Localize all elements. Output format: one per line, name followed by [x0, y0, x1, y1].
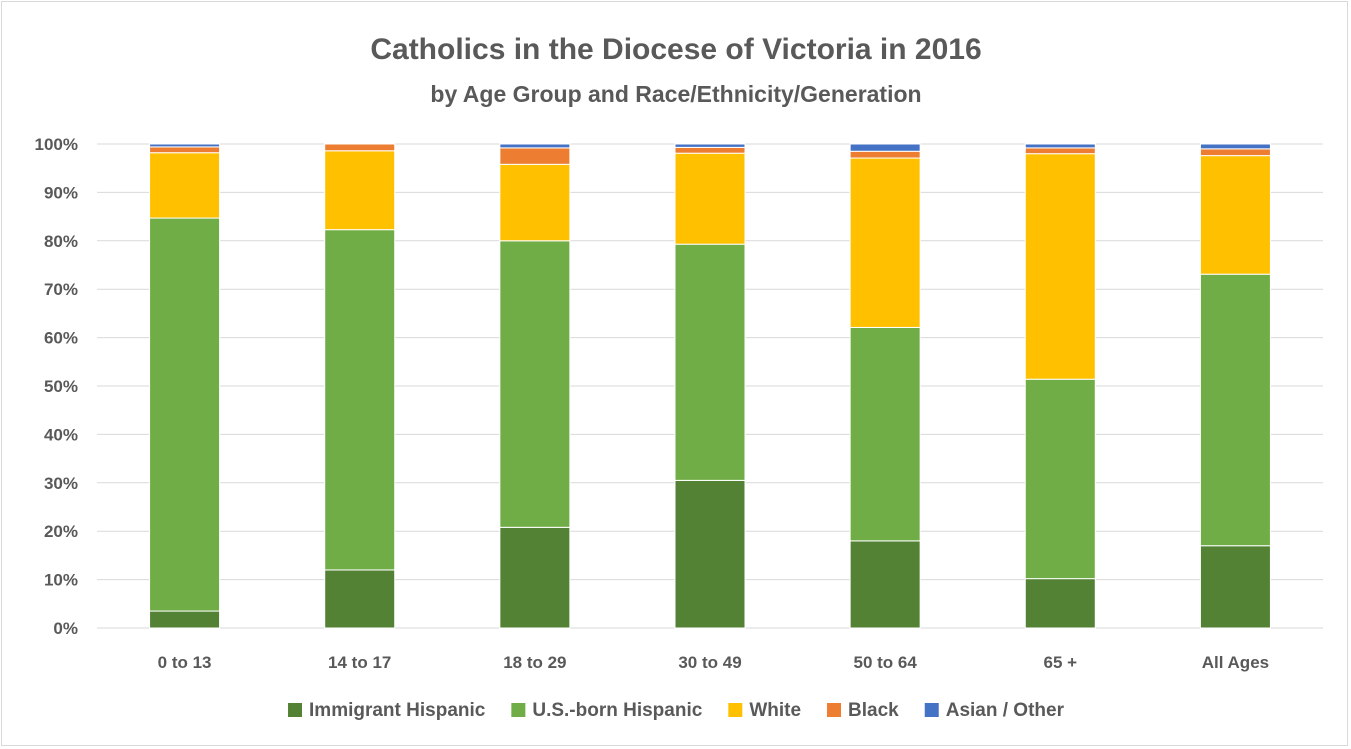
bar-segment [1199, 155, 1271, 275]
legend-label: Immigrant Hispanic [309, 700, 486, 721]
bar-segment [324, 150, 396, 231]
x-axis: 0 to 13 14 to 17 18 to 29 30 to 49 50 to 64 6… [158, 653, 1269, 672]
legend-swatch [728, 703, 743, 717]
bar-segment [849, 143, 921, 152]
bar-segment [849, 157, 921, 328]
legend-swatch [924, 703, 939, 717]
bar-segment [1199, 148, 1271, 157]
bar-segment [149, 217, 221, 612]
legend: Immigrant Hispanic U.S.-born Hispanic Whit… [288, 700, 1065, 721]
bar-segment [149, 143, 221, 148]
bar-segment [149, 152, 221, 219]
bars [149, 143, 1271, 629]
bar-segment [324, 229, 396, 571]
bar-segment [1199, 273, 1271, 547]
bar-segment [1024, 153, 1096, 380]
legend-label: White [749, 700, 801, 721]
bar-segment [499, 240, 571, 528]
y-tick-label: 90% [44, 183, 78, 202]
bar-segment [674, 152, 746, 245]
y-tick-label: 30% [44, 474, 78, 493]
bar-segment [324, 569, 396, 629]
x-tick-label: 18 to 29 [503, 653, 566, 672]
chart-subtitle: by Age Group and Race/Ethnicity/Generati… [430, 81, 921, 107]
legend-label: U.S.-born Hispanic [532, 700, 702, 721]
x-tick-label: 50 to 64 [853, 653, 917, 672]
bar-segment [674, 243, 746, 481]
y-tick-label: 60% [44, 329, 78, 348]
chart-title: Catholics in the Diocese of Victoria in … [370, 33, 981, 66]
bar-segment [499, 147, 571, 165]
bar-segment [1024, 147, 1096, 155]
y-tick-label: 100% [35, 135, 78, 154]
bar-segment [849, 326, 921, 542]
y-tick-label: 50% [44, 377, 78, 396]
y-axis: 0% 10% 20% 30% 40% 50% 60% 70% 80% 90% 100% [35, 135, 78, 638]
y-tick-label: 0% [53, 619, 78, 638]
legend-swatch [827, 703, 842, 717]
bar-segment [149, 146, 221, 154]
bar-segment [1024, 143, 1096, 149]
x-tick-label: 30 to 49 [678, 653, 741, 672]
bar-segment [674, 143, 746, 148]
legend-swatch [511, 703, 526, 717]
bar-segment [1199, 143, 1271, 150]
bar-segment [849, 150, 921, 159]
bar-segment [1024, 378, 1096, 580]
bar-segment [1199, 545, 1271, 629]
y-tick-label: 40% [44, 425, 78, 444]
legend-label: Black [848, 700, 899, 721]
legend-swatch [288, 703, 303, 717]
bar-segment [499, 143, 571, 149]
bar-segment [849, 540, 921, 629]
x-tick-label: 14 to 17 [328, 653, 391, 672]
y-tick-label: 20% [44, 522, 78, 541]
x-tick-label: 0 to 13 [158, 653, 212, 672]
bar-segment [324, 143, 396, 152]
x-tick-label: 65 + [1044, 653, 1078, 672]
bar-segment [674, 146, 746, 154]
bar-segment [674, 479, 746, 629]
y-tick-label: 10% [44, 571, 78, 590]
y-tick-label: 70% [44, 280, 78, 299]
bar-segment [499, 163, 571, 242]
bar-segment [149, 610, 221, 629]
x-tick-label: All Ages [1202, 653, 1269, 672]
bar-segment [499, 526, 571, 629]
bar-segment [1024, 578, 1096, 629]
y-tick-label: 80% [44, 232, 78, 251]
legend-label: Asian / Other [946, 700, 1065, 721]
